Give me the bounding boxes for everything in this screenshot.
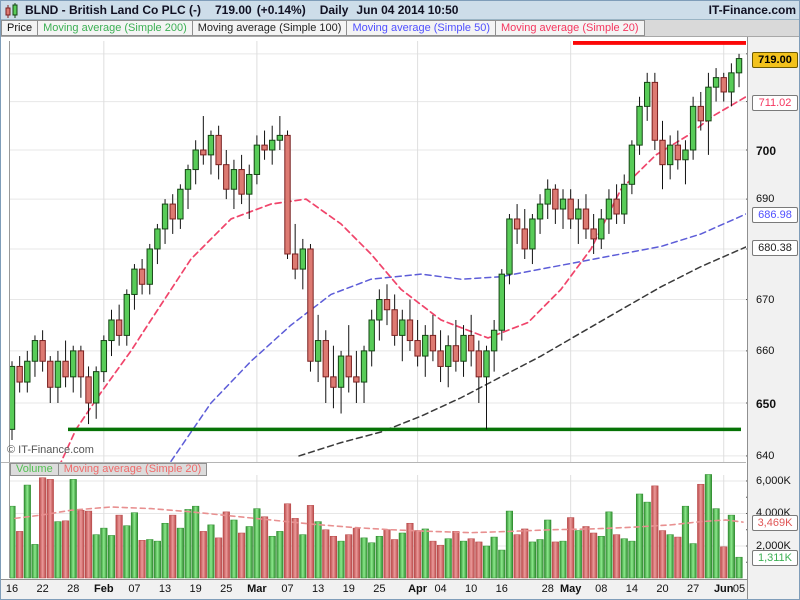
ma50-value-box: 686.98	[752, 207, 798, 224]
date-tick-label: 20	[656, 583, 669, 595]
quote-datetime: Jun 04 2014 10:50	[356, 3, 459, 17]
date-tick-label: 08	[595, 583, 608, 595]
indicator-tab-moving-average-simple-50-[interactable]: Moving average (Simple 50)	[347, 20, 497, 36]
copyright-watermark: © IT-Finance.com	[7, 444, 94, 456]
date-tick-label: 16	[495, 583, 508, 595]
candles	[10, 53, 743, 440]
volume-tab-0[interactable]: Volume	[10, 463, 59, 476]
price-axis: 640 650 660 670 690 700 2,000K 4,000K 6,000K	[747, 37, 799, 599]
date-tick-label: 13	[158, 583, 172, 595]
title-bar: BLND - British Land Co PLC (-) 719.00 (+…	[1, 1, 799, 20]
date-tick-label: 19	[342, 583, 355, 595]
date-tick-label: 27	[686, 583, 700, 595]
price-tick-label: 660	[756, 344, 775, 357]
ma20-line	[60, 95, 746, 462]
price-pane	[10, 41, 746, 462]
date-tick-label: 13	[311, 583, 325, 595]
date-tick-label: 22	[36, 583, 49, 595]
date-tick-label: 25	[220, 583, 233, 595]
volume-tabstrip: Volume Moving average (Simple 20)	[10, 463, 208, 476]
price-change: (+0.14%)	[256, 3, 306, 17]
volume-pane	[10, 474, 744, 579]
indicator-tab-moving-average-simple-20-[interactable]: Moving average (Simple 20)	[496, 20, 645, 36]
date-tick-label: Jun	[713, 583, 734, 595]
symbol-title: BLND - British Land Co PLC (-)	[25, 3, 201, 17]
price-tick-label: 640	[756, 449, 775, 462]
indicator-tab-moving-average-simple-200-[interactable]: Moving average (Simple 200)	[38, 20, 193, 36]
date-tick-label: May	[559, 583, 582, 595]
ma100-value-box: 680.38	[752, 240, 798, 257]
indicator-tab-moving-average-simple-100-[interactable]: Moving average (Simple 100)	[192, 20, 348, 36]
date-tick-label: 28	[67, 583, 80, 595]
volume-ma20-line	[14, 506, 744, 534]
volume-tick-label: 6,000K	[756, 474, 791, 487]
date-tick-label: Mar	[247, 583, 267, 595]
price-tick-label: 690	[756, 193, 775, 206]
candlestick-logo-icon	[5, 2, 19, 18]
timeframe-label: Daily	[319, 3, 349, 17]
volume-tick-label: 2,000K	[756, 539, 791, 552]
indicator-tab-price[interactable]: Price	[1, 20, 39, 36]
last-volume-box: 1,311K	[752, 550, 798, 567]
price-tick-label: 650	[756, 397, 777, 411]
volume-tab-1[interactable]: Moving average (Simple 20)	[58, 463, 208, 476]
date-tick-label: 05	[732, 583, 746, 595]
indicator-tabstrip: Price Moving average (Simple 200) Moving a…	[1, 20, 799, 37]
tabstrip-filler	[644, 20, 799, 36]
last-price-box: 719.00	[752, 51, 798, 68]
date-axis: 16 22 28 Feb 07 13 19 25 Mar 07 13 19 25 Apr 04 10 16 28 M…	[1, 579, 747, 599]
date-tick-label: 25	[373, 583, 386, 595]
volume-ma-value-box: 3,469K	[752, 515, 798, 532]
date-tick-label: 16	[5, 583, 19, 595]
date-tick-label: 19	[189, 583, 202, 595]
date-tick-label: 14	[625, 583, 639, 595]
date-tick-label: 04	[434, 583, 447, 595]
date-tick-label: Apr	[408, 583, 428, 595]
date-tick-label: 10	[465, 583, 478, 595]
date-tick-label: 07	[128, 583, 141, 595]
price-tick-label: 700	[756, 143, 777, 158]
last-price: 719.00	[214, 3, 252, 17]
date-tick-label: Feb	[94, 583, 114, 595]
price-tick-label: 670	[756, 293, 775, 306]
ma20-value-box: 711.02	[752, 94, 798, 111]
ma50-line	[170, 213, 746, 462]
ma100-line	[298, 246, 746, 457]
brand-logo: IT-Finance.com	[708, 3, 796, 17]
date-tick-label: 28	[541, 583, 554, 595]
date-tick-label: 07	[281, 583, 294, 595]
